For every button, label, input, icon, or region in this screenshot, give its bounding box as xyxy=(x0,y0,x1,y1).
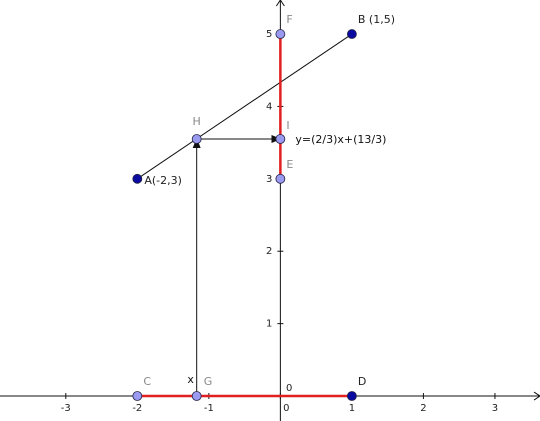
point-label: D xyxy=(358,375,366,388)
point-label: B (1,5) xyxy=(358,13,395,26)
line-ab xyxy=(137,33,353,180)
point-label: C xyxy=(143,375,151,388)
x-tick-label: 1 xyxy=(349,403,355,414)
equation: y=(2/3)x+(13/3) xyxy=(295,133,386,146)
point-label: A(-2,3) xyxy=(144,174,182,187)
x-tick-label: -2 xyxy=(132,403,142,414)
y-tick-label: 5 xyxy=(266,29,272,40)
x-tick-label: -3 xyxy=(61,403,71,414)
point-label: I xyxy=(286,119,289,132)
y-tick-label: 3 xyxy=(266,174,272,185)
y-tick-label: 4 xyxy=(266,101,272,112)
y-tick-label: 2 xyxy=(266,246,272,257)
point xyxy=(346,391,357,401)
x-axis-arrow xyxy=(533,391,540,401)
point xyxy=(346,29,357,39)
point xyxy=(191,134,202,144)
x-tick-label: 3 xyxy=(492,403,498,414)
point xyxy=(132,173,143,184)
y-tick-label: 1 xyxy=(266,319,272,330)
point xyxy=(275,134,286,144)
point-label: F xyxy=(286,13,292,26)
y-axis-arrow xyxy=(275,0,285,7)
point xyxy=(275,29,286,39)
point-label: H xyxy=(193,115,201,128)
point xyxy=(191,391,202,401)
point xyxy=(132,391,143,401)
point-label: E xyxy=(286,158,293,171)
x-tick-label: 0 xyxy=(283,403,289,414)
point xyxy=(275,173,286,184)
x-label: x xyxy=(187,373,194,386)
y-tick-label: 0 xyxy=(286,383,292,394)
x-tick-label: -1 xyxy=(204,403,214,414)
point-label: G xyxy=(204,375,213,388)
x-tick-label: 2 xyxy=(420,403,426,414)
